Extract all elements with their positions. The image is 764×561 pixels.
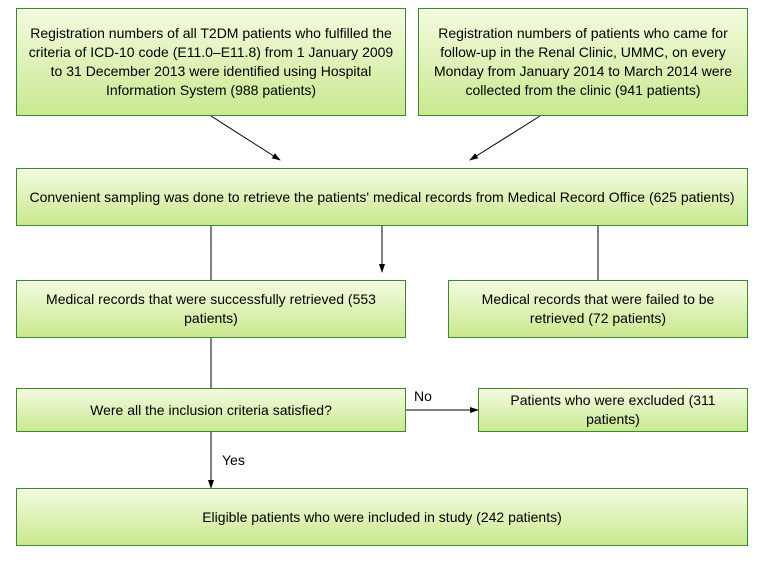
- label-no: No: [414, 388, 432, 404]
- node-eligible: Eligible patients who were included in s…: [16, 488, 748, 546]
- flowchart-canvas: Registration numbers of all T2DM patient…: [0, 0, 764, 561]
- label-yes: Yes: [222, 452, 245, 468]
- node-text: Registration numbers of all T2DM patient…: [27, 24, 395, 100]
- edge-srcright-to-sampling: [470, 116, 540, 160]
- node-text: Eligible patients who were included in s…: [202, 508, 562, 527]
- node-text: Were all the inclusion criteria satisfie…: [90, 401, 332, 420]
- node-source-right: Registration numbers of patients who cam…: [418, 8, 748, 116]
- node-text: Convenient sampling was done to retrieve…: [29, 188, 734, 207]
- node-text: Patients who were excluded (311 patients…: [489, 391, 737, 429]
- edge-srcleft-to-sampling: [211, 116, 280, 160]
- node-text: Registration numbers of patients who cam…: [429, 24, 737, 100]
- node-retrieved-ok: Medical records that were successfully r…: [16, 280, 406, 338]
- node-text: Medical records that were successfully r…: [27, 290, 395, 328]
- node-criteria: Were all the inclusion criteria satisfie…: [16, 388, 406, 432]
- node-sampling: Convenient sampling was done to retrieve…: [16, 168, 748, 226]
- node-retrieved-fail: Medical records that were failed to be r…: [448, 280, 748, 338]
- node-text: Medical records that were failed to be r…: [459, 290, 737, 328]
- node-source-left: Registration numbers of all T2DM patient…: [16, 8, 406, 116]
- node-excluded: Patients who were excluded (311 patients…: [478, 388, 748, 432]
